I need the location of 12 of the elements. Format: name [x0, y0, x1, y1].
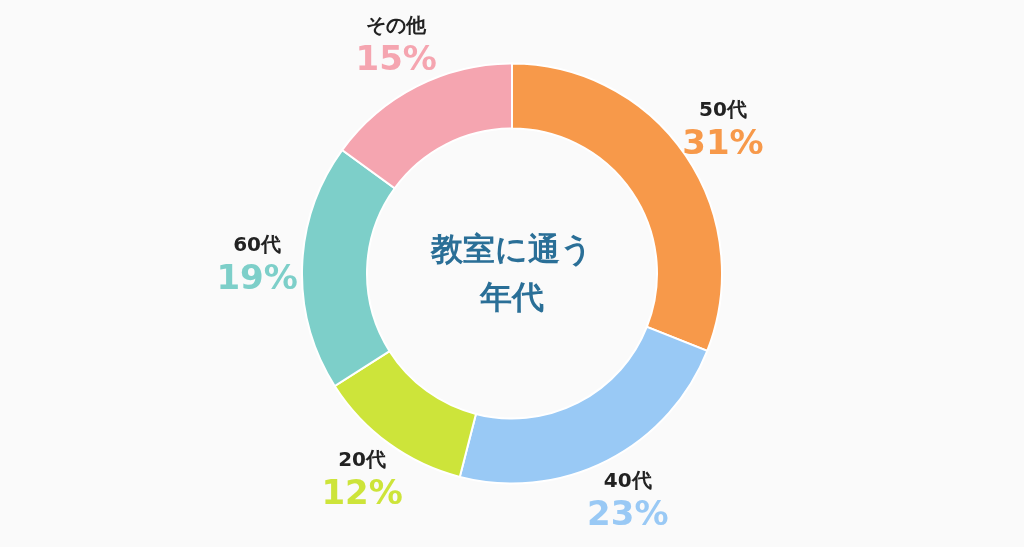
- data-label: 23%: [587, 492, 669, 533]
- data-label: 31%: [682, 122, 764, 163]
- text: 年代: [479, 277, 544, 316]
- slice-label: 40代: [603, 467, 652, 492]
- slice-label: その他: [366, 13, 428, 38]
- data-label: 15%: [355, 38, 437, 79]
- data-label: 12%: [321, 471, 403, 512]
- slice-label: 20代: [338, 446, 387, 471]
- slice-label: 60代: [233, 232, 282, 257]
- slice-label: 50代: [698, 97, 747, 122]
- text: 教室に通う: [430, 229, 593, 268]
- data-label: 19%: [216, 257, 298, 298]
